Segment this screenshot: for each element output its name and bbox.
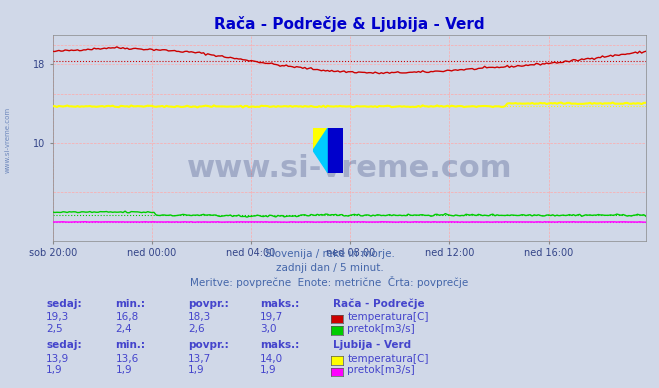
Text: povpr.:: povpr.: xyxy=(188,298,229,308)
Text: sedaj:: sedaj: xyxy=(46,298,82,308)
Text: 2,6: 2,6 xyxy=(188,324,204,334)
Text: 3,0: 3,0 xyxy=(260,324,277,334)
Text: 13,7: 13,7 xyxy=(188,353,211,364)
Text: pretok[m3/s]: pretok[m3/s] xyxy=(347,365,415,375)
Text: 14,0: 14,0 xyxy=(260,353,283,364)
Text: 19,3: 19,3 xyxy=(46,312,69,322)
Text: Slovenija / reke in morje.: Slovenija / reke in morje. xyxy=(264,249,395,259)
Text: Meritve: povprečne  Enote: metrične  Črta: povprečje: Meritve: povprečne Enote: metrične Črta:… xyxy=(190,277,469,288)
Text: pretok[m3/s]: pretok[m3/s] xyxy=(347,324,415,334)
Text: 1,9: 1,9 xyxy=(46,365,63,375)
Text: maks.:: maks.: xyxy=(260,340,300,350)
Text: 2,5: 2,5 xyxy=(46,324,63,334)
Text: 1,9: 1,9 xyxy=(260,365,277,375)
Text: sedaj:: sedaj: xyxy=(46,340,82,350)
Text: www.si-vreme.com: www.si-vreme.com xyxy=(5,107,11,173)
Text: min.:: min.: xyxy=(115,340,146,350)
Text: min.:: min.: xyxy=(115,298,146,308)
Text: zadnji dan / 5 minut.: zadnji dan / 5 minut. xyxy=(275,263,384,273)
Text: temperatura[C]: temperatura[C] xyxy=(347,353,429,364)
Text: 18,3: 18,3 xyxy=(188,312,211,322)
Polygon shape xyxy=(313,128,343,173)
Text: 1,9: 1,9 xyxy=(115,365,132,375)
Text: maks.:: maks.: xyxy=(260,298,300,308)
Text: 16,8: 16,8 xyxy=(115,312,138,322)
Text: 13,9: 13,9 xyxy=(46,353,69,364)
Text: 1,9: 1,9 xyxy=(188,365,204,375)
Text: 2,4: 2,4 xyxy=(115,324,132,334)
Text: temperatura[C]: temperatura[C] xyxy=(347,312,429,322)
Text: www.si-vreme.com: www.si-vreme.com xyxy=(186,154,512,183)
Text: Rača - Podrečje: Rača - Podrečje xyxy=(333,298,424,308)
Text: Ljubija - Verd: Ljubija - Verd xyxy=(333,340,411,350)
Text: 13,6: 13,6 xyxy=(115,353,138,364)
Text: 19,7: 19,7 xyxy=(260,312,283,322)
Polygon shape xyxy=(313,128,328,150)
Title: Rača - Podrečje & Ljubija - Verd: Rača - Podrečje & Ljubija - Verd xyxy=(214,16,484,32)
Text: povpr.:: povpr.: xyxy=(188,340,229,350)
Polygon shape xyxy=(328,128,343,173)
